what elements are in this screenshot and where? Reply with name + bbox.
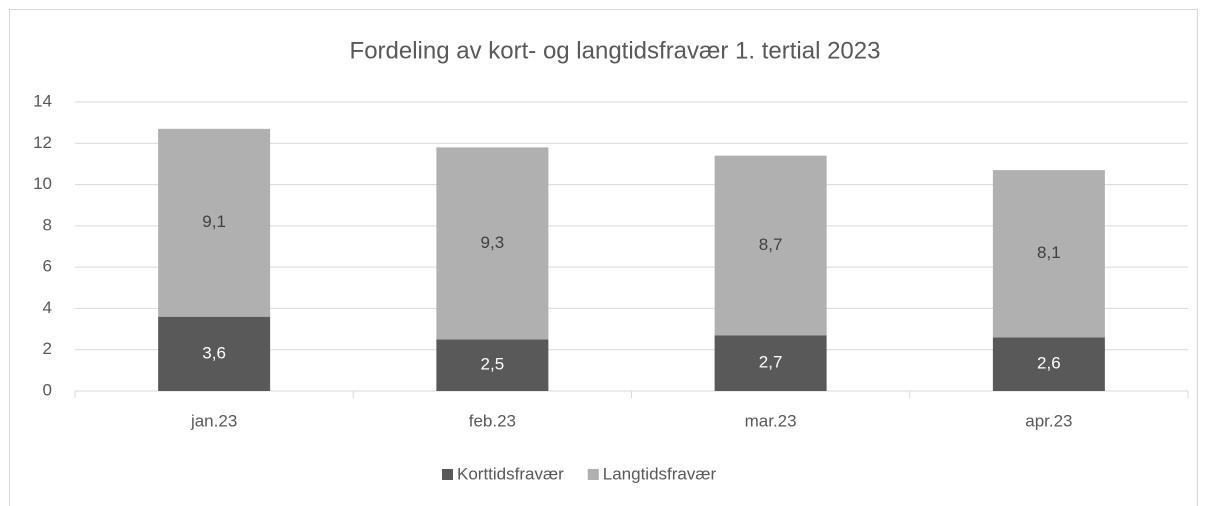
y-tick-label: 6 bbox=[43, 257, 52, 276]
data-label: 2,7 bbox=[759, 353, 783, 372]
x-tick-label: feb.23 bbox=[469, 411, 516, 430]
data-label: 3,6 bbox=[202, 343, 226, 362]
bar-segment bbox=[158, 316, 271, 391]
bar-segment bbox=[714, 335, 827, 391]
y-tick-label: 14 bbox=[33, 91, 52, 110]
data-label: 9,1 bbox=[202, 212, 226, 231]
bar-segment bbox=[436, 339, 549, 391]
chart-title: Fordeling av kort- og langtidsfravær 1. … bbox=[350, 37, 881, 64]
x-tick-label: apr.23 bbox=[1025, 411, 1072, 430]
bar-segment bbox=[992, 170, 1105, 338]
x-tick-label: jan.23 bbox=[190, 411, 237, 430]
data-label: 2,5 bbox=[481, 355, 505, 374]
y-tick-label: 0 bbox=[43, 380, 52, 399]
legend-label: Langtidsfravær bbox=[603, 464, 717, 483]
data-label: 8,1 bbox=[1037, 243, 1061, 262]
x-tick-label: mar.23 bbox=[745, 411, 797, 430]
y-tick-label: 10 bbox=[33, 174, 52, 193]
bar-segment bbox=[158, 128, 271, 317]
data-label: 8,7 bbox=[759, 235, 783, 254]
chart-border bbox=[9, 9, 1198, 506]
legend-swatch bbox=[587, 469, 599, 480]
bar-segment bbox=[714, 155, 827, 336]
y-tick-label: 12 bbox=[33, 133, 52, 152]
legend-label: Korttidsfravær bbox=[457, 464, 564, 483]
y-tick-label: 2 bbox=[43, 339, 52, 358]
y-tick-label: 4 bbox=[43, 298, 52, 317]
bar-segment bbox=[436, 147, 549, 340]
legend-swatch bbox=[442, 469, 453, 480]
bar-segment bbox=[992, 337, 1105, 391]
data-label: 9,3 bbox=[481, 233, 505, 252]
data-label: 2,6 bbox=[1037, 354, 1061, 373]
y-tick-label: 8 bbox=[43, 215, 52, 234]
